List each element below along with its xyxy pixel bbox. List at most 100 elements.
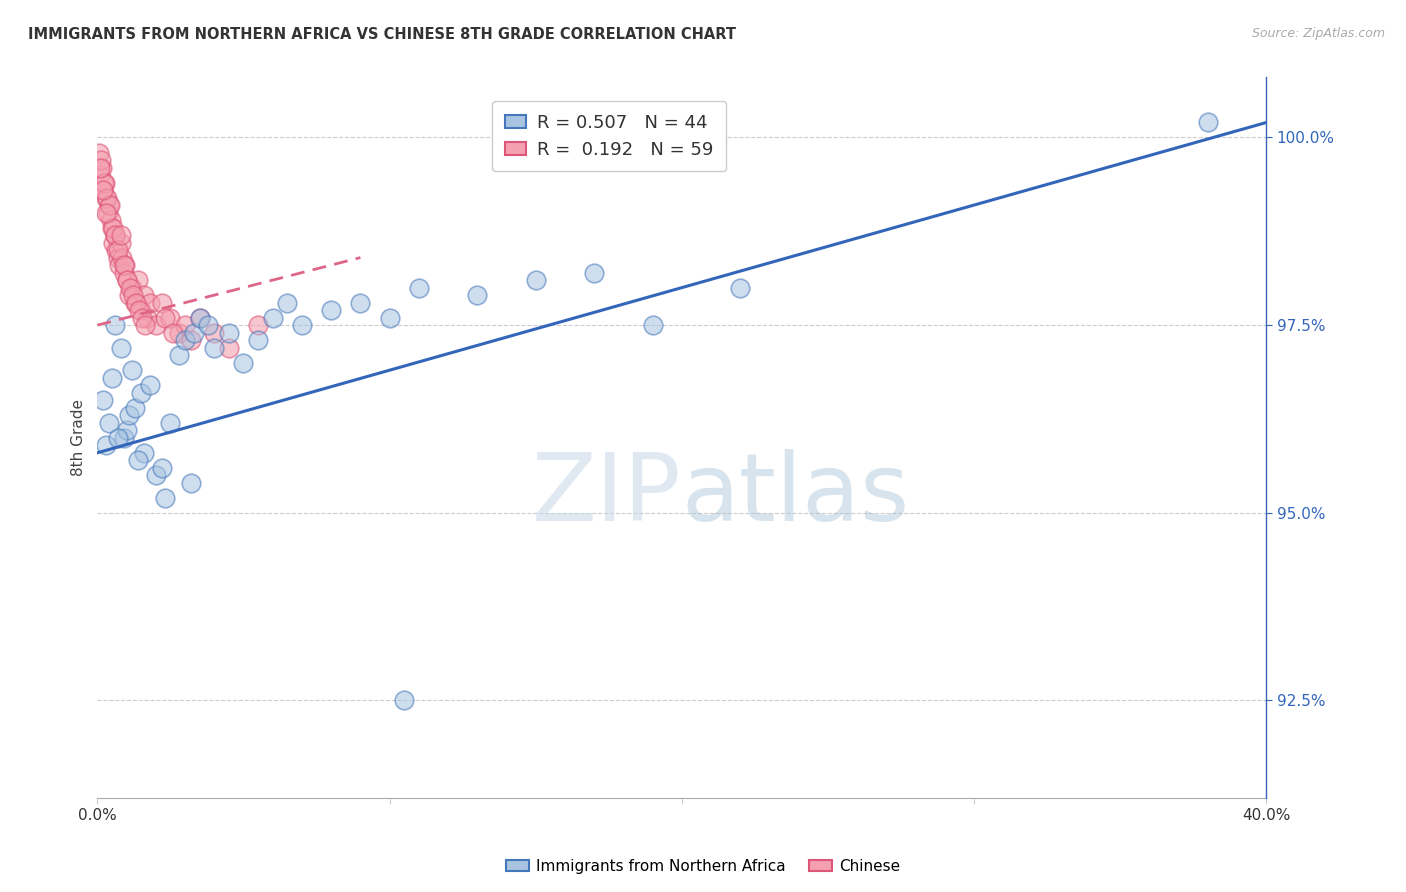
Point	[408, 280, 430, 294]
Point	[197, 318, 219, 333]
Point	[90, 161, 112, 175]
Point	[110, 235, 132, 250]
Point	[112, 266, 135, 280]
Point	[180, 333, 202, 347]
Point	[139, 295, 162, 310]
Point	[1197, 115, 1219, 129]
Point	[97, 205, 120, 219]
Point	[127, 453, 149, 467]
Point	[167, 326, 190, 340]
Point	[730, 280, 752, 294]
Point	[124, 295, 146, 310]
Point	[153, 310, 176, 325]
Point	[104, 228, 127, 243]
Point	[94, 205, 117, 219]
Point	[98, 198, 121, 212]
Point	[114, 258, 136, 272]
Text: ZIP: ZIP	[533, 450, 682, 541]
Point	[129, 303, 152, 318]
Text: Source: ZipAtlas.com: Source: ZipAtlas.com	[1251, 27, 1385, 40]
Point	[247, 333, 270, 347]
Point	[159, 310, 181, 325]
Point	[174, 333, 197, 347]
Point	[91, 183, 114, 197]
Point	[104, 228, 127, 243]
Point	[262, 310, 284, 325]
Point	[136, 310, 159, 325]
Point	[167, 348, 190, 362]
Point	[101, 220, 124, 235]
Point	[115, 423, 138, 437]
Point	[392, 693, 415, 707]
Point	[93, 176, 115, 190]
Point	[127, 273, 149, 287]
Point	[89, 161, 111, 175]
Legend: Immigrants from Northern Africa, Chinese: Immigrants from Northern Africa, Chinese	[499, 853, 907, 880]
Point	[247, 318, 270, 333]
Point	[122, 288, 145, 302]
Point	[94, 190, 117, 204]
Point	[162, 326, 184, 340]
Text: IMMIGRANTS FROM NORTHERN AFRICA VS CHINESE 8TH GRADE CORRELATION CHART: IMMIGRANTS FROM NORTHERN AFRICA VS CHINE…	[28, 27, 737, 42]
Point	[150, 460, 173, 475]
Point	[121, 363, 143, 377]
Point	[101, 370, 124, 384]
Point	[110, 228, 132, 243]
Point	[108, 258, 131, 272]
Point	[153, 491, 176, 505]
Point	[188, 310, 211, 325]
Point	[139, 378, 162, 392]
Point	[118, 409, 141, 423]
Point	[124, 401, 146, 415]
Point	[91, 183, 114, 197]
Point	[378, 310, 401, 325]
Point	[112, 431, 135, 445]
Point	[132, 288, 155, 302]
Point	[94, 438, 117, 452]
Point	[121, 280, 143, 294]
Point	[110, 341, 132, 355]
Point	[150, 295, 173, 310]
Point	[276, 295, 298, 310]
Point	[132, 446, 155, 460]
Point	[349, 295, 371, 310]
Point	[100, 213, 122, 227]
Point	[145, 468, 167, 483]
Point	[107, 431, 129, 445]
Point	[87, 145, 110, 160]
Point	[218, 341, 240, 355]
Point	[111, 251, 134, 265]
Point	[218, 326, 240, 340]
Point	[115, 273, 138, 287]
Point	[104, 318, 127, 333]
Point	[202, 341, 225, 355]
Point	[291, 318, 314, 333]
Legend: R = 0.507   N = 44, R =  0.192   N = 59: R = 0.507 N = 44, R = 0.192 N = 59	[492, 101, 727, 171]
Point	[105, 243, 128, 257]
Point	[232, 356, 254, 370]
Point	[641, 318, 664, 333]
Text: atlas: atlas	[682, 450, 910, 541]
Point	[103, 235, 125, 250]
Point	[129, 385, 152, 400]
Point	[118, 288, 141, 302]
Point	[107, 243, 129, 257]
Point	[159, 416, 181, 430]
Point	[90, 153, 112, 167]
Point	[101, 220, 124, 235]
Point	[112, 258, 135, 272]
Point	[524, 273, 547, 287]
Point	[120, 280, 142, 294]
Point	[115, 273, 138, 287]
Point	[125, 295, 148, 310]
Point	[96, 190, 118, 204]
Point	[107, 251, 129, 265]
Point	[91, 393, 114, 408]
Point	[89, 168, 111, 182]
Point	[128, 303, 150, 318]
Y-axis label: 8th Grade: 8th Grade	[72, 400, 86, 476]
Point	[180, 475, 202, 490]
Point	[145, 318, 167, 333]
Point	[93, 176, 115, 190]
Point	[188, 310, 211, 325]
